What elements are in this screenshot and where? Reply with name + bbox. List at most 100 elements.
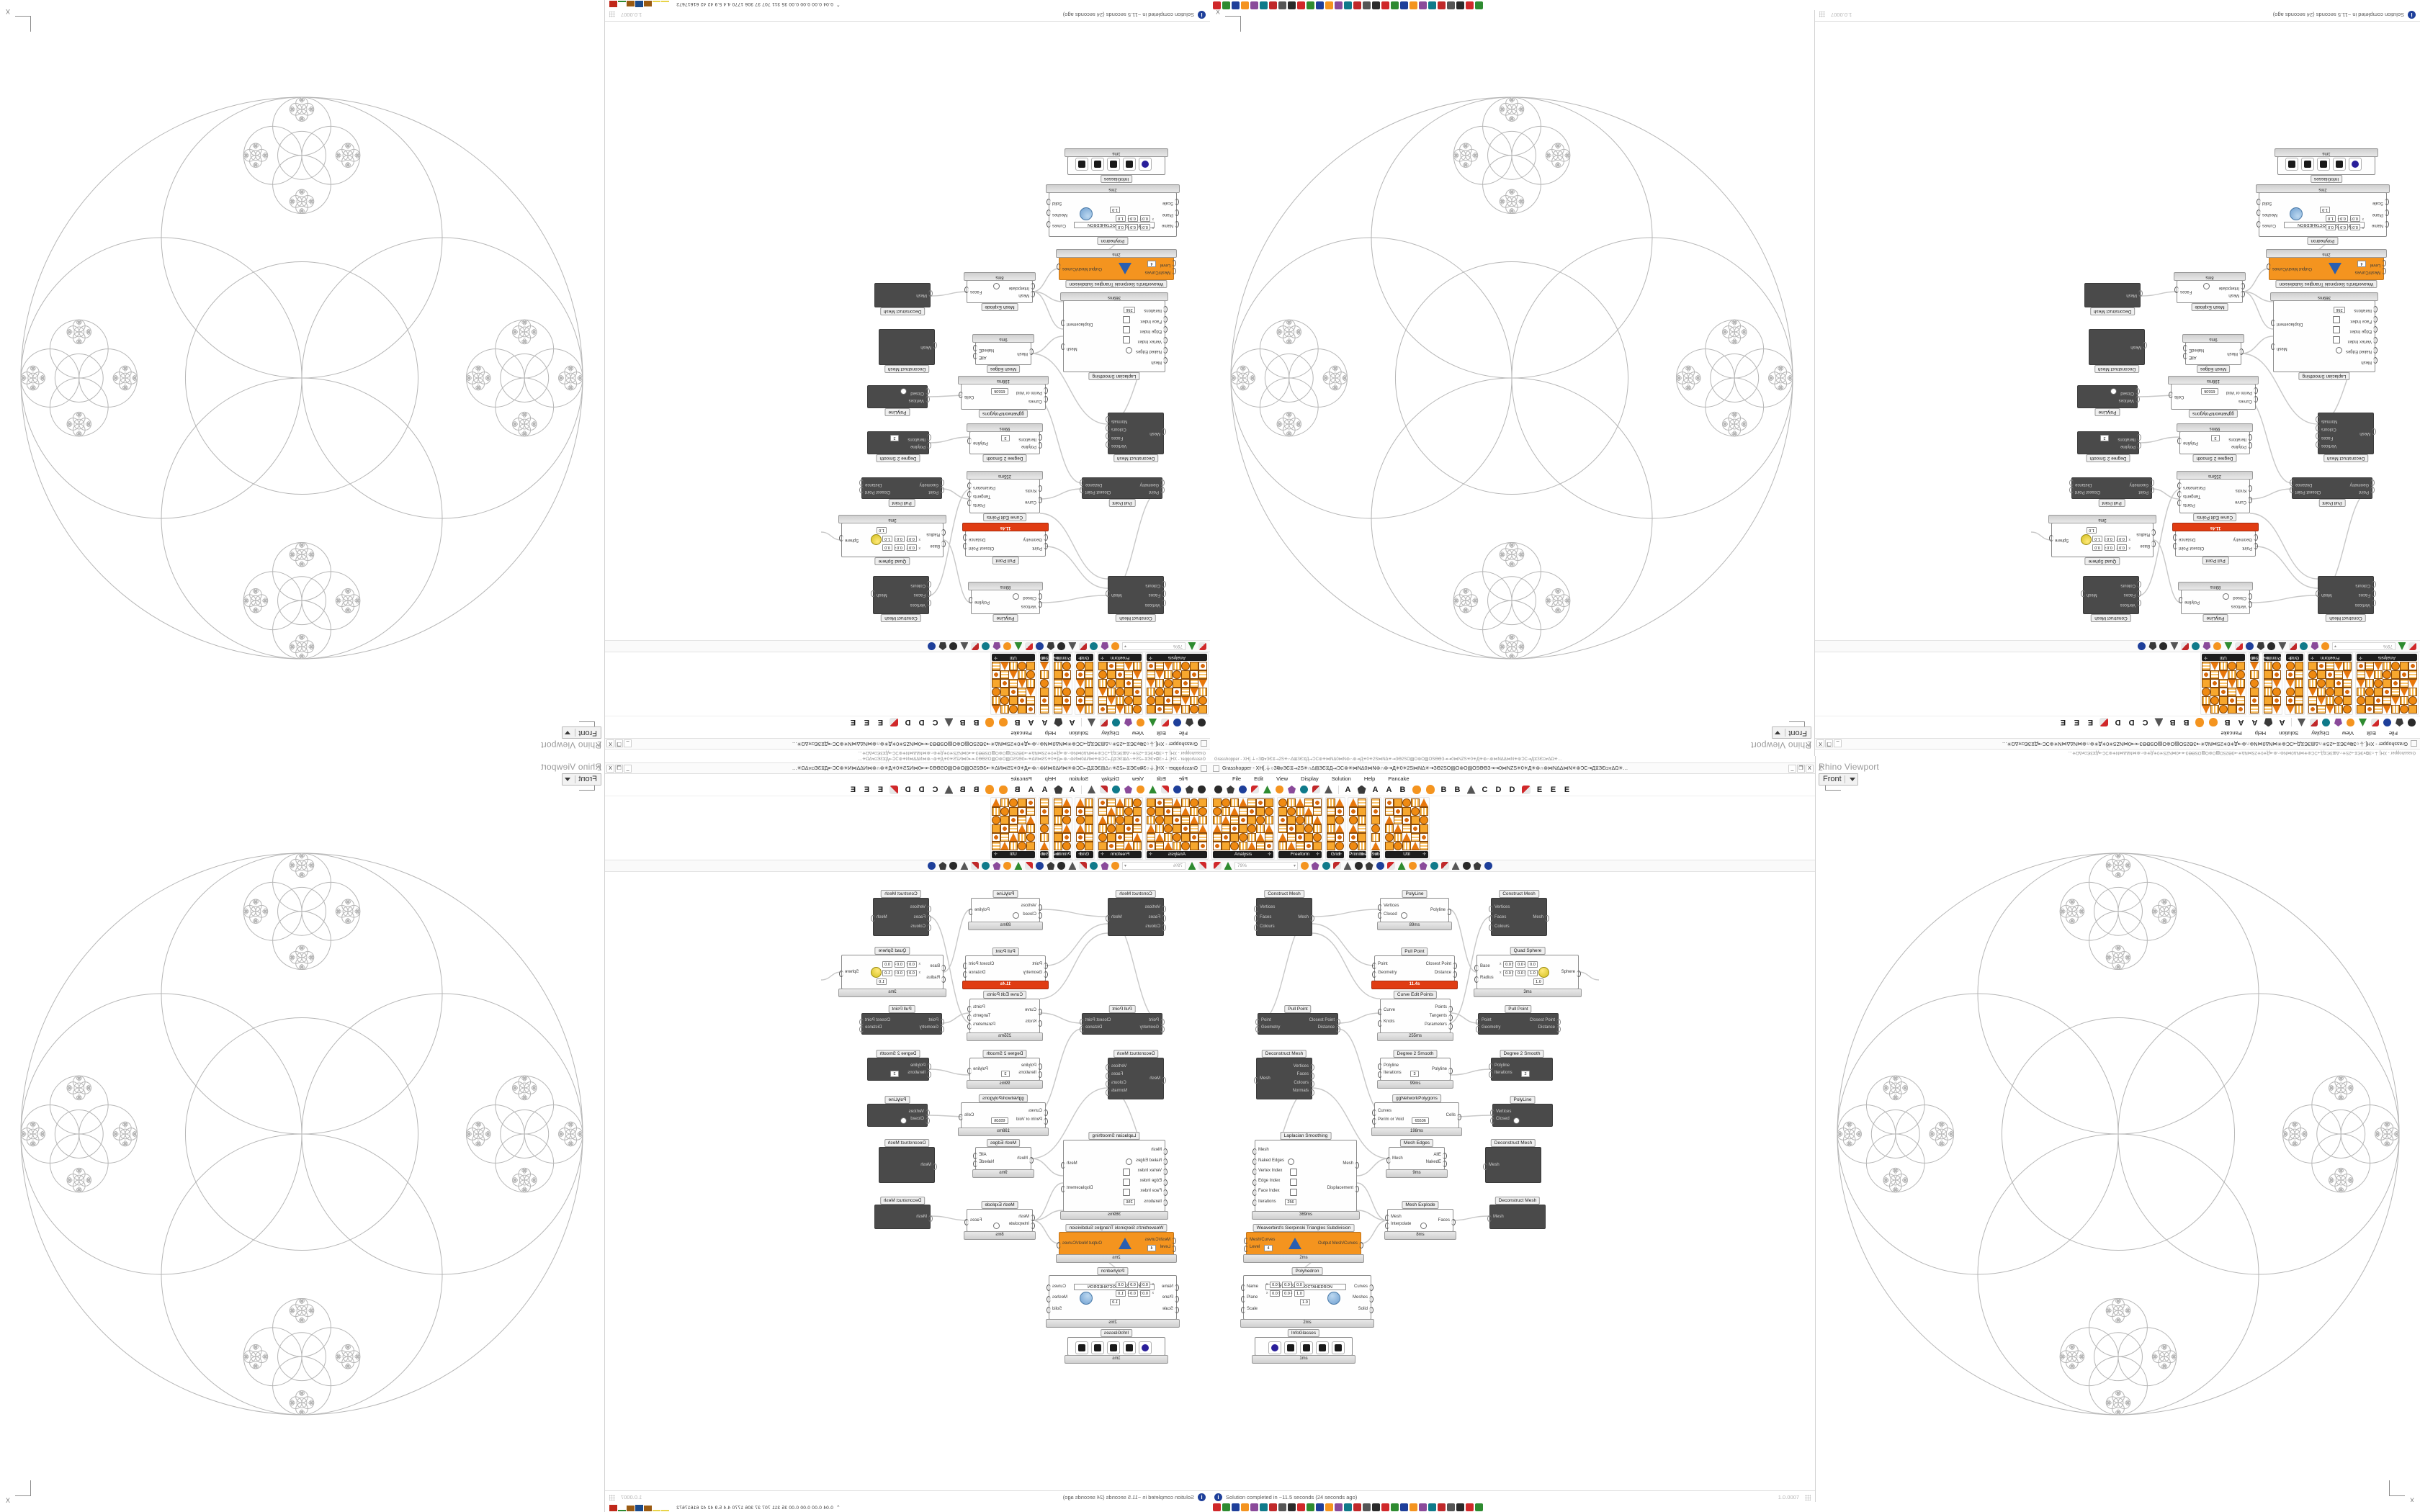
ribbon-tab-letter[interactable]: [2208, 717, 2220, 728]
app-icon[interactable]: [1250, 1, 1258, 9]
ghost-icon[interactable]: [2170, 642, 2179, 651]
input-port[interactable]: [2137, 434, 2141, 441]
ribbon-tab-subd[interactable]: SubD ✛: [1036, 654, 1049, 661]
chevron-down-icon[interactable]: [1775, 731, 1781, 735]
resize-grip[interactable]: [609, 12, 615, 18]
input-port[interactable]: [1490, 1110, 1494, 1117]
bake-icon[interactable]: [2257, 642, 2265, 650]
morph-icon[interactable]: [2219, 696, 2228, 705]
profiler-icon[interactable]: [1332, 862, 1341, 870]
taper-icon[interactable]: [2210, 705, 2219, 714]
ribbon-group-subd[interactable]: SubD ✛: [1370, 797, 1383, 860]
surface-grid-icon[interactable]: [1116, 816, 1124, 824]
surface-grid-icon[interactable]: [1296, 816, 1304, 824]
menu-bar[interactable]: File Edit View Display Solution Help Pancake: [605, 729, 1210, 738]
input-port[interactable]: [1162, 1076, 1166, 1084]
coordinate-field[interactable]: 0.0: [2105, 544, 2115, 551]
box-icon[interactable]: [1349, 816, 1358, 824]
flow-icon[interactable]: [992, 670, 1000, 679]
input-port[interactable]: [1044, 543, 1048, 550]
coordinate-field[interactable]: 1.0: [2092, 536, 2102, 542]
output-port[interactable]: [1447, 908, 1451, 915]
input-port[interactable]: [1172, 1245, 1176, 1252]
subd-ball-icon[interactable]: [2250, 688, 2259, 696]
input-port[interactable]: [1474, 976, 1479, 983]
box-icon[interactable]: [1349, 842, 1358, 850]
output-port[interactable]: [859, 1025, 864, 1032]
point-cloud-icon[interactable]: [1247, 816, 1256, 824]
ribbon-tab-primitive[interactable]: Primitive ✛: [1053, 851, 1071, 858]
flag-icon[interactable]: [1123, 784, 1134, 795]
pin-icon[interactable]: ✛: [1042, 852, 1047, 857]
node-body[interactable]: Polyline Iterations 3 Polyline: [2177, 431, 2252, 454]
node-body[interactable]: Base Radius Sphere 0.0 x 0.0 y 0.0 z 0.0 x 0.0 y 1.0 z…: [1474, 955, 1581, 989]
menu-item-solution[interactable]: Solution: [2279, 730, 2299, 737]
ribbon-icon[interactable]: [1107, 798, 1116, 807]
output-port[interactable]: [2257, 199, 2261, 205]
window-controls[interactable]: _ ❐ X: [1816, 739, 1842, 748]
coordinate-field[interactable]: 1.0: [1533, 978, 1543, 985]
pin-icon[interactable]: ✛: [2359, 655, 2363, 660]
output-port[interactable]: [967, 482, 972, 490]
rect-grid-icon[interactable]: [1327, 842, 1335, 850]
input-port[interactable]: [2372, 590, 2376, 597]
node-body[interactable]: Mesh: [874, 1205, 933, 1229]
coordinate-field[interactable]: 1.0: [1116, 215, 1126, 222]
output-port[interactable]: [1061, 343, 1065, 351]
value-field[interactable]: 2: [2100, 435, 2109, 442]
toggle-checkbox[interactable]: [1513, 1117, 1520, 1124]
burst-icon[interactable]: [1256, 816, 1265, 824]
minimize-button[interactable]: _: [1834, 739, 1842, 748]
node-caption[interactable]: Pull Point: [1108, 1005, 1136, 1013]
ribbon-tab-primitive[interactable]: Primitive ✛: [1053, 654, 1071, 661]
ribbon-tab-letter[interactable]: E: [1564, 785, 1570, 794]
ribbon-tab-letter[interactable]: [943, 717, 955, 728]
toggle-checkbox[interactable]: [2335, 346, 2342, 354]
node-body[interactable]: Point Geometry Closest Point Distance: [963, 955, 1048, 981]
morph-icon[interactable]: [1009, 824, 1018, 833]
box-icon[interactable]: [2272, 679, 2281, 688]
drape-icon[interactable]: [1124, 807, 1133, 816]
node-caption[interactable]: Quad Sphere: [874, 557, 910, 565]
flow-icon[interactable]: [992, 696, 1000, 705]
taper-icon[interactable]: [1411, 807, 1420, 816]
coordinate-field[interactable]: 0.0: [1140, 1282, 1150, 1288]
coordinate-field[interactable]: 1.0: [2326, 215, 2336, 222]
node-body[interactable]: Vertices Faces Colours Mesh: [1106, 576, 1166, 614]
ribbon-icon-grid[interactable]: [1349, 798, 1366, 850]
pin-icon[interactable]: ✛: [1337, 852, 1342, 857]
pin-icon[interactable]: ✛: [1101, 852, 1105, 857]
flag-icon[interactable]: [1288, 786, 1296, 793]
save-icon[interactable]: [1188, 642, 1196, 650]
coordinate-field[interactable]: 0.0: [1140, 215, 1150, 222]
input-port[interactable]: [1386, 1156, 1391, 1164]
green-blob-icon[interactable]: [949, 642, 958, 650]
window-controls[interactable]: _ ❐ X: [606, 739, 632, 748]
input-port[interactable]: [1244, 1238, 1248, 1245]
matrix-icon[interactable]: [1147, 816, 1155, 824]
ribbon-group-subd[interactable]: SubD ✛: [1037, 797, 1050, 860]
output-port[interactable]: [839, 535, 843, 542]
ribbon-icon-grid[interactable]: [1278, 798, 1322, 850]
node-body[interactable]: Curves Perim or Void 65536 Cells: [2169, 384, 2258, 410]
new-file-icon[interactable]: [2408, 642, 2417, 651]
input-port[interactable]: [1038, 1020, 1042, 1027]
input-port[interactable]: [2385, 210, 2389, 217]
node-degree2smooth-1[interactable]: Degree 2 Smooth Polyline Iterations 3 Polyli…: [2177, 423, 2253, 462]
control-polygon-icon[interactable]: [2343, 679, 2352, 688]
gradient-blob-icon[interactable]: [2148, 642, 2157, 651]
point-cloud-icon[interactable]: [2374, 696, 2383, 705]
output-port[interactable]: [2257, 210, 2261, 217]
output-port[interactable]: [973, 352, 977, 359]
input-port[interactable]: [1175, 210, 1179, 217]
box-icon[interactable]: [1062, 696, 1071, 705]
scissors-icon[interactable]: [2322, 719, 2330, 726]
input-port[interactable]: [1175, 221, 1179, 228]
ribbon-group-subd[interactable]: SubD ✛: [2247, 652, 2260, 715]
output-port[interactable]: [959, 392, 963, 399]
save-icon[interactable]: [1224, 862, 1232, 870]
input-port[interactable]: [2137, 441, 2141, 449]
curvature-icon[interactable]: [1173, 679, 1181, 688]
ellipse-analysis-icon[interactable]: [1190, 842, 1198, 850]
coordinate-field[interactable]: 0.0: [895, 536, 905, 542]
